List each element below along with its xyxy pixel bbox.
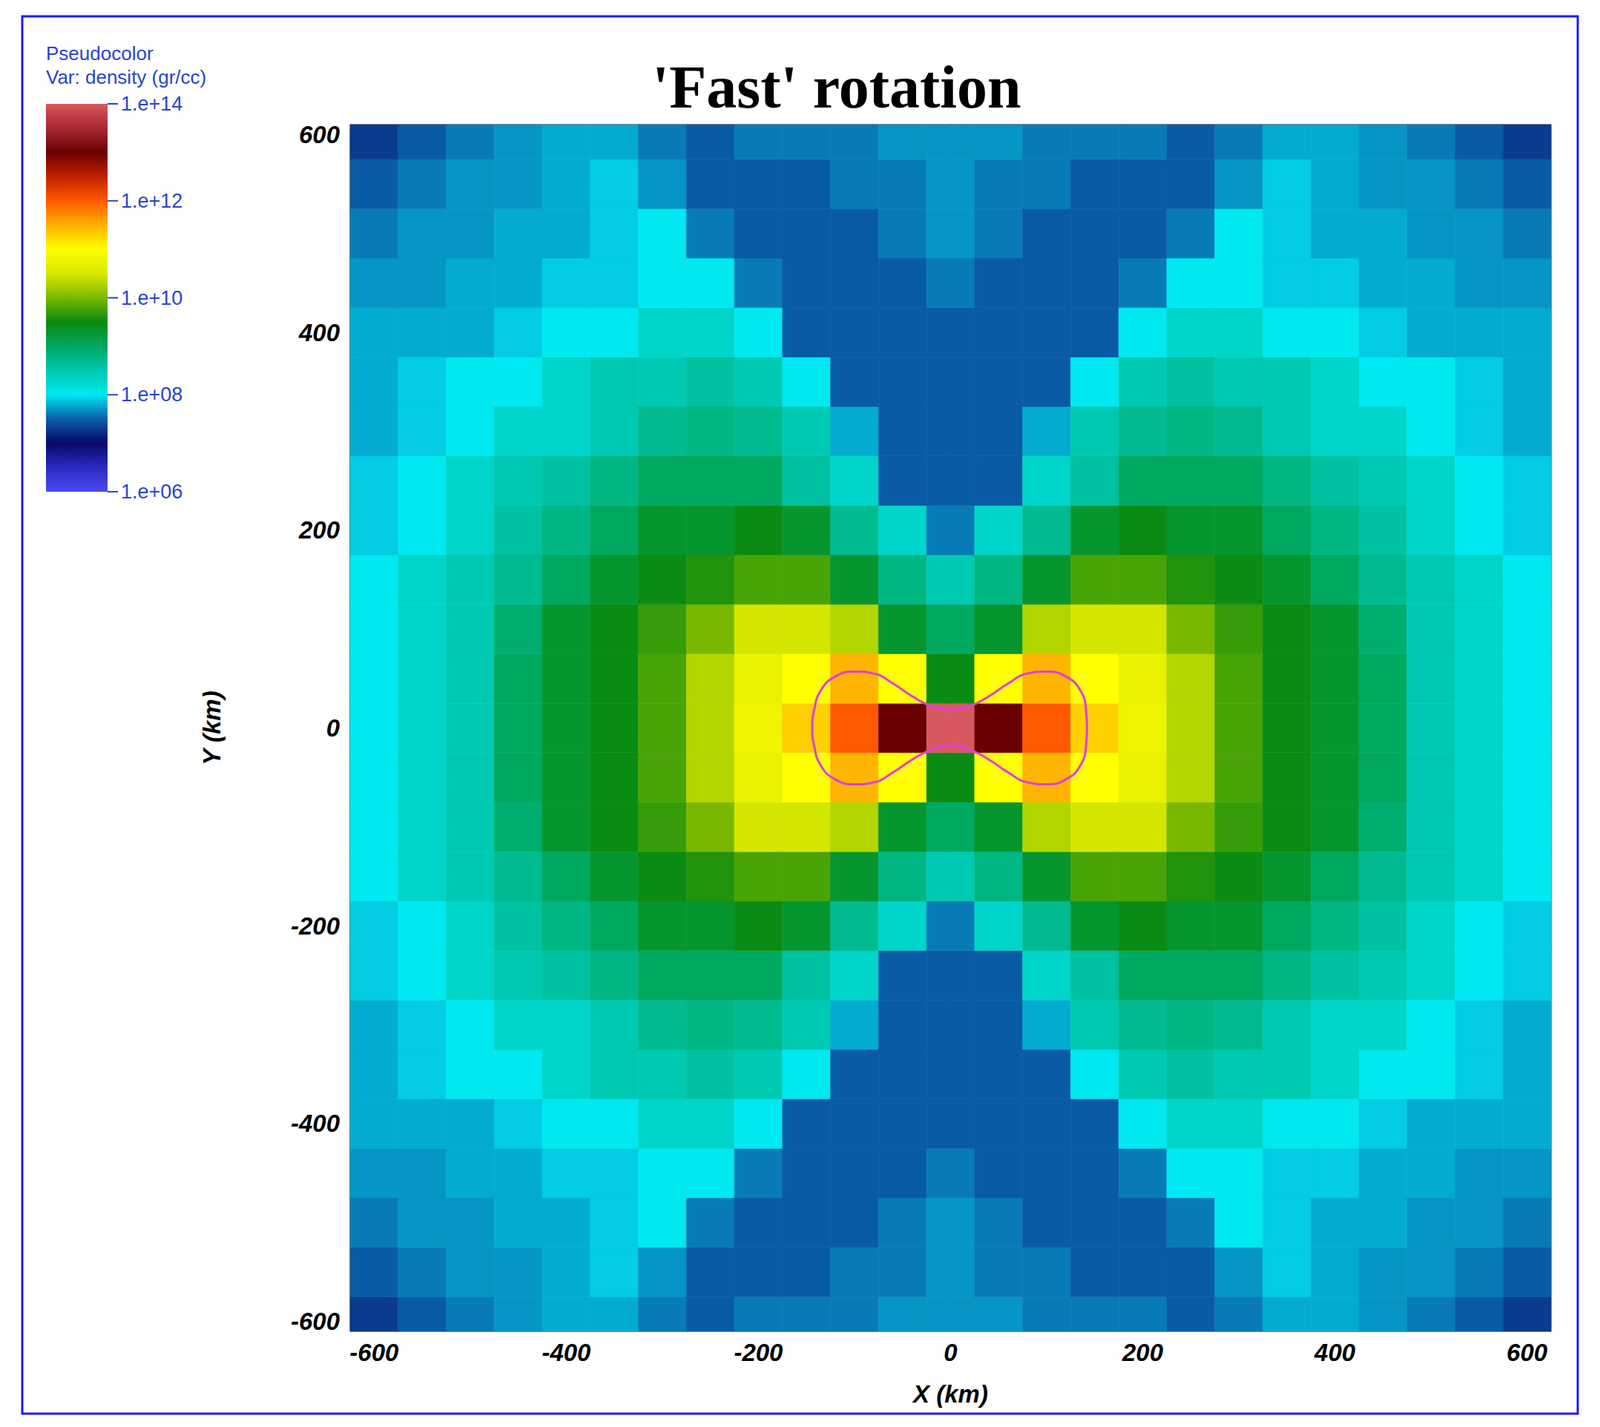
svg-text:200: 200 <box>1121 1338 1164 1367</box>
svg-text:0: 0 <box>943 1338 958 1367</box>
svg-text:1.e+06: 1.e+06 <box>120 480 183 503</box>
svg-text:1.e+14: 1.e+14 <box>120 92 183 115</box>
svg-text:X (km): X (km) <box>911 1380 989 1408</box>
svg-text:1.e+12: 1.e+12 <box>120 189 183 213</box>
svg-text:-600: -600 <box>290 1307 341 1336</box>
svg-text:-200: -200 <box>733 1338 784 1367</box>
svg-text:Pseudocolor: Pseudocolor <box>45 42 154 65</box>
svg-text:600: 600 <box>1506 1338 1549 1367</box>
svg-text:'Fast' rotation: 'Fast' rotation <box>652 53 1021 121</box>
svg-text:0: 0 <box>326 714 341 742</box>
svg-text:400: 400 <box>298 318 341 347</box>
svg-text:1.e+10: 1.e+10 <box>120 287 183 310</box>
svg-text:-400: -400 <box>541 1338 592 1367</box>
svg-text:200: 200 <box>298 516 341 544</box>
svg-text:-400: -400 <box>290 1109 341 1138</box>
svg-text:Y (km): Y (km) <box>198 690 226 765</box>
svg-text:-600: -600 <box>349 1338 400 1367</box>
svg-text:400: 400 <box>1313 1338 1356 1367</box>
svg-text:-200: -200 <box>290 912 341 940</box>
svg-text:600: 600 <box>298 120 341 149</box>
svg-text:1.e+08: 1.e+08 <box>120 383 183 406</box>
svg-text:Var: density (gr/cc): Var: density (gr/cc) <box>45 66 207 89</box>
